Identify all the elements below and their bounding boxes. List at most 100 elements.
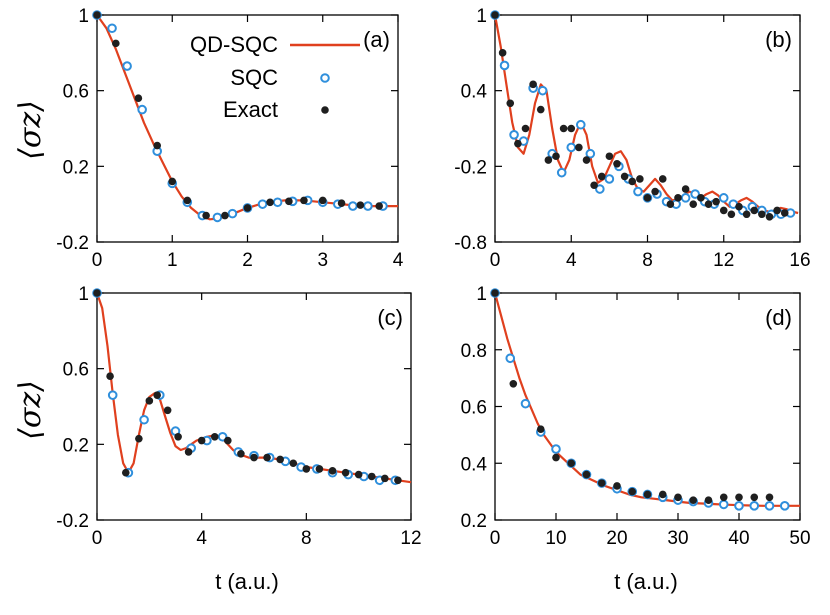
marker-sqc	[734, 501, 744, 511]
marker-exact	[773, 206, 781, 215]
marker-sqc	[718, 193, 729, 203]
marker-exact	[174, 432, 182, 441]
x-tick-label: 16	[789, 250, 810, 271]
panel-label: (c)	[377, 305, 403, 330]
marker-exact	[727, 210, 736, 219]
marker-exact	[636, 175, 644, 183]
x-tick-label: 12	[713, 250, 734, 271]
marker-exact	[243, 204, 252, 212]
marker-exact	[509, 380, 518, 388]
marker-exact	[300, 196, 308, 205]
marker-exact	[184, 448, 193, 456]
legend-swatch-filled	[321, 106, 329, 114]
marker-exact	[552, 453, 560, 462]
marker-exact	[689, 200, 698, 208]
y-tick-label: 1	[476, 6, 487, 27]
y-tick-label: 0.6	[63, 360, 89, 381]
marker-exact	[491, 11, 499, 19]
marker-sqc	[585, 148, 596, 159]
marker-sqc	[718, 499, 729, 510]
marker-exact	[394, 476, 402, 485]
marker-exact	[302, 465, 311, 473]
y-tick-label: 0.2	[63, 157, 89, 178]
marker-sqc	[107, 390, 118, 400]
marker-exact	[765, 493, 774, 502]
marker-exact	[529, 80, 537, 89]
marker-exact	[658, 490, 667, 499]
y-tick-label: 0.8	[461, 341, 487, 362]
marker-sqc	[499, 60, 510, 71]
marker-exact	[250, 453, 258, 462]
marker-sqc	[779, 501, 790, 511]
panel-label: (a)	[363, 27, 390, 52]
marker-exact	[597, 172, 606, 181]
marker-exact	[112, 39, 120, 48]
y-tick-label: 0.6	[63, 82, 89, 103]
marker-exact	[643, 194, 652, 202]
x-tick-label: 8	[642, 250, 653, 271]
x-tick-label: 1	[167, 250, 178, 271]
marker-exact	[93, 289, 101, 297]
marker-exact	[375, 202, 383, 210]
marker-exact	[237, 449, 245, 458]
marker-exact	[536, 105, 545, 114]
marker-exact	[221, 211, 229, 220]
x-tick-label: 10	[545, 528, 566, 549]
x-tick-label: 40	[728, 528, 749, 549]
marker-exact	[145, 397, 154, 405]
marker-exact	[689, 496, 698, 504]
marker-sqc	[595, 184, 605, 194]
marker-exact	[106, 372, 114, 381]
marker-exact	[704, 496, 713, 504]
marker-exact	[491, 289, 499, 297]
marker-exact	[742, 210, 751, 219]
marker-sqc	[257, 199, 268, 209]
marker-sqc	[551, 444, 561, 454]
marker-sqc	[217, 431, 228, 442]
marker-sqc	[566, 142, 577, 153]
marker-exact	[289, 459, 298, 468]
marker-exact	[697, 194, 705, 202]
x-tick-label: 4	[196, 528, 207, 549]
marker-exact	[318, 196, 327, 205]
series-line-qd-sqc	[493, 292, 800, 507]
marker-exact	[135, 434, 143, 443]
marker-exact	[750, 206, 759, 215]
marker-exact	[735, 202, 743, 211]
marker-exact	[567, 124, 576, 133]
marker-exact	[134, 94, 143, 103]
marker-exact	[658, 175, 667, 183]
x-tick-label: 0	[92, 250, 103, 271]
legend-swatch-open	[320, 73, 330, 83]
marker-exact	[613, 482, 621, 490]
marker-exact	[266, 198, 274, 207]
x-tick-label: 2	[242, 250, 253, 271]
panel-label: (b)	[765, 27, 792, 52]
marker-sqc	[107, 23, 117, 34]
marker-exact	[506, 99, 515, 108]
marker-exact	[367, 472, 376, 481]
marker-exact	[276, 455, 284, 464]
marker-exact	[582, 156, 591, 164]
marker-sqc	[520, 398, 531, 409]
marker-exact	[337, 199, 346, 208]
marker-exact	[719, 206, 728, 215]
marker-exact	[544, 156, 553, 164]
x-tick-label: 4	[393, 250, 404, 271]
marker-exact	[536, 425, 545, 434]
legend-label: SQC	[230, 65, 278, 90]
x-tick-label: 12	[400, 528, 421, 549]
marker-sqc	[122, 61, 132, 71]
marker-exact	[758, 210, 766, 219]
marker-exact	[315, 465, 324, 473]
marker-exact	[704, 200, 713, 208]
marker-exact	[575, 143, 583, 152]
legend: QD-SQC SQC Exact	[190, 32, 360, 122]
marker-exact	[780, 209, 789, 217]
x-tick-label: 3	[317, 250, 328, 271]
marker-exact	[356, 201, 365, 209]
marker-exact	[597, 479, 606, 487]
marker-exact	[590, 181, 598, 190]
